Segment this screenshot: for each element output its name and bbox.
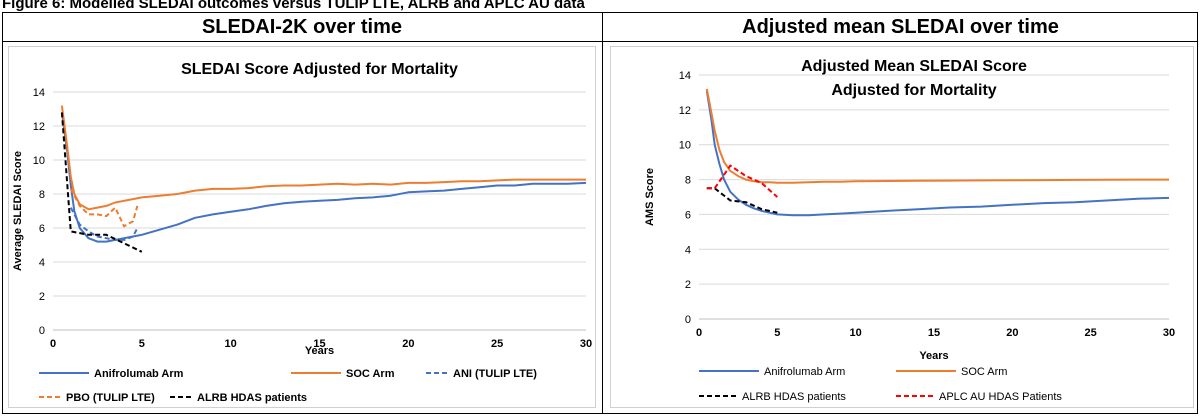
series-line-ani-tulip-lte (69, 207, 139, 241)
chart-title: SLEDAI Score Adjusted for Mortality (181, 61, 458, 78)
figure-frame (2, 12, 1198, 414)
y-tick-label: 0 (685, 314, 691, 326)
ams-chart: 0 2 4 6 8 10 12 14 0 5 10 15 20 25 30 Adjusted Mean SLE… (644, 58, 1175, 403)
series-line-pbo-tulip-lte (69, 188, 139, 228)
x-tick-label: 10 (225, 338, 237, 350)
x-tick-label: 25 (491, 338, 503, 350)
x-tick-label: 20 (402, 338, 414, 350)
series-line-anifrolumab-arm (705, 90, 1170, 217)
legend-label-alrb-hdas-patients: ALRB HDAS patients (197, 392, 307, 404)
series-line-aplc-au-hdas-patients (706, 164, 778, 198)
series-line-alrb-hdas-patients (706, 187, 778, 214)
x-tick-label: 30 (580, 338, 592, 350)
y-axis-label: Average SLEDAI Score (12, 151, 24, 271)
x-tick-label: 30 (1163, 327, 1175, 339)
right-column-header: Adjusted mean SLEDAI over time (742, 16, 1059, 38)
x-tick-label: 0 (696, 327, 702, 339)
legend-label-aplc-au-hdas-patients: APLC AU HDAS Patients (939, 391, 1062, 403)
chart-title: Adjusted for Mortality (831, 82, 996, 99)
y-tick-label: 4 (39, 257, 45, 269)
legend-label-ani-tulip-lte: ANI (TULIP LTE) (453, 368, 537, 380)
x-tick-label: 5 (139, 338, 145, 350)
series-line-anifrolumab-arm (60, 112, 587, 243)
legend-label-pbo-tulip-lte: PBO (TULIP LTE) (66, 392, 155, 404)
left-column-header: SLEDAI-2K over time (201, 16, 403, 38)
y-tick-label: 6 (685, 209, 691, 221)
legend-label-soc-arm: SOC Arm (346, 368, 395, 380)
y-axis-label: AMS Score (644, 168, 656, 226)
x-axis-label: Years (305, 345, 334, 357)
ams-chart-panel: 0 2 4 6 8 10 12 14 0 5 10 15 20 25 30 Adjusted Mean SLE… (610, 46, 1194, 408)
legend-label-alrb-hdas-patients: ALRB HDAS patients (742, 391, 846, 403)
y-tick-label: 12 (33, 121, 45, 133)
x-tick-label: 10 (850, 327, 862, 339)
chart-title: Adjusted Mean SLEDAI Score (801, 58, 1027, 75)
y-tick-label: 4 (685, 244, 691, 256)
x-tick-label: 20 (1006, 327, 1018, 339)
column-divider (602, 12, 603, 414)
series-line-soc-arm (60, 105, 586, 211)
y-tick-label: 14 (679, 70, 691, 82)
y-tick-label: 10 (679, 140, 691, 152)
legend-label-anifrolumab-arm: Anifrolumab Arm (764, 366, 845, 378)
y-tick-label: 8 (39, 189, 45, 201)
legend-label-anifrolumab-arm: Anifrolumab Arm (94, 368, 184, 380)
sledai-chart: 0 2 4 6 8 10 12 14 0 5 10 15 20 25 30 SLEDAI Score Adju… (12, 61, 592, 404)
y-tick-label: 0 (39, 325, 45, 337)
y-tick-label: 10 (33, 155, 45, 167)
y-tick-label: 14 (33, 87, 45, 99)
y-tick-label: 2 (39, 291, 45, 303)
series-line-alrb-hdas-patients (60, 112, 143, 253)
x-tick-label: 5 (774, 327, 780, 339)
y-tick-label: 6 (39, 223, 45, 235)
x-tick-label: 15 (313, 338, 325, 350)
legend-label-soc-arm: SOC Arm (961, 366, 1007, 378)
header-row (2, 12, 1198, 42)
y-tick-label: 12 (679, 105, 691, 117)
sledai-chart-panel: 0 2 4 6 8 10 12 14 0 5 10 15 20 25 30 SLEDAI Score Adju… (8, 46, 596, 408)
x-tick-label: 0 (50, 338, 56, 350)
x-tick-label: 25 (1085, 327, 1097, 339)
y-tick-label: 8 (685, 175, 691, 187)
figure-title: Figure 6: Modelled SLEDAI outcomes versu… (2, 0, 585, 12)
x-axis-label: Years (919, 350, 948, 362)
series-line-soc-arm (705, 88, 1169, 184)
y-tick-label: 2 (685, 279, 691, 291)
x-tick-label: 15 (928, 327, 940, 339)
